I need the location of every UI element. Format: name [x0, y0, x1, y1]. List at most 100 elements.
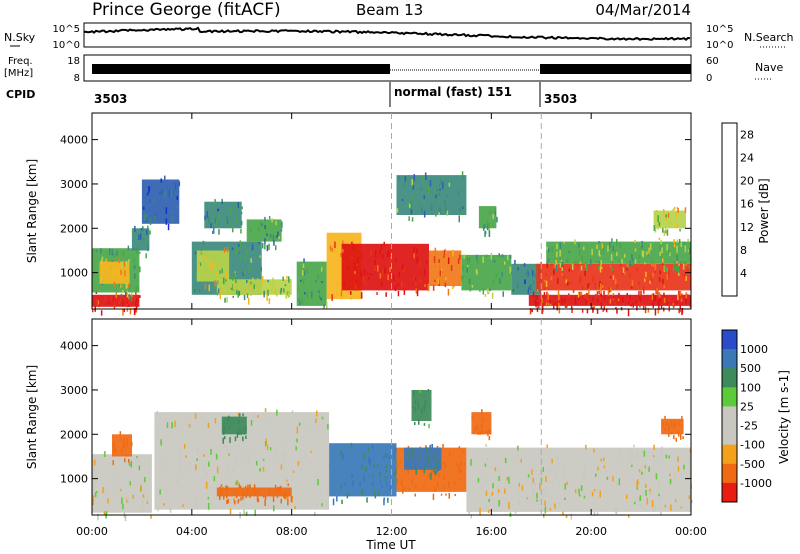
heatmap-cell [311, 428, 313, 434]
heatmap-cell [652, 263, 655, 268]
heatmap-cell [194, 413, 197, 419]
heatmap-cell [435, 194, 437, 199]
heatmap-cell [127, 497, 130, 503]
heatmap-cell [470, 459, 472, 466]
heatmap-cell [232, 226, 234, 233]
freq-left-tick-bottom: 8 [74, 73, 80, 84]
heatmap-cell [250, 292, 252, 297]
heatmap-cell [527, 474, 530, 478]
heatmap-cell [334, 241, 336, 248]
y-tick-label: 1000 [60, 267, 88, 280]
heatmap-cell [468, 278, 471, 285]
heatmap-cell [484, 230, 486, 237]
heatmap-cell [588, 282, 591, 287]
heatmap-cell [146, 501, 149, 504]
heatmap-cell [601, 243, 604, 249]
heatmap-cell [275, 220, 277, 226]
beam-title: Beam 13 [356, 1, 423, 19]
heatmap-cell [232, 467, 235, 474]
heatmap-cell [113, 252, 115, 258]
heatmap-cell [254, 486, 256, 491]
heatmap-cell [471, 416, 473, 419]
heatmap-cell [504, 488, 506, 494]
heatmap-cell [433, 471, 436, 474]
heatmap-cell [631, 280, 634, 287]
heatmap-cell [210, 448, 212, 455]
heatmap-cell [300, 467, 302, 472]
heatmap-cell [135, 304, 138, 310]
heatmap-cell [650, 278, 653, 282]
heatmap-cell [525, 272, 528, 275]
heatmap-cell [636, 486, 639, 490]
heatmap-cell [678, 294, 680, 300]
heatmap-cell [689, 305, 692, 308]
heatmap-cell [565, 279, 568, 284]
colorbar-frame [721, 122, 738, 297]
heatmap-cell [226, 486, 229, 492]
heatmap-cell [271, 287, 273, 293]
heatmap-cell [682, 264, 685, 270]
heatmap-cell [115, 291, 118, 299]
heatmap-cell [123, 444, 126, 449]
heatmap-cell [664, 264, 666, 272]
colorbar-tick-label: -1000 [740, 477, 772, 490]
noise-right-tick-top: 10^5 [706, 24, 733, 35]
heatmap-cell [518, 482, 520, 487]
heatmap-cell [122, 301, 124, 307]
heatmap-cell [485, 430, 488, 435]
heatmap-cell [280, 498, 282, 504]
heatmap-cell [97, 300, 100, 308]
heatmap-cell [612, 295, 615, 299]
heatmap-cell [234, 273, 236, 279]
heatmap-cell [536, 499, 538, 502]
heatmap-cell [129, 481, 131, 486]
heatmap-cell [205, 481, 208, 489]
colorbar-tick-label: 12 [740, 221, 754, 234]
heatmap-cell [481, 489, 483, 492]
heatmap-cell [556, 243, 558, 250]
heatmap-cell [491, 292, 494, 299]
heatmap-cell [228, 468, 230, 475]
heatmap-cell [278, 486, 280, 493]
heatmap-cell [420, 408, 423, 415]
heatmap-cell [454, 481, 456, 485]
heatmap-cell [667, 222, 670, 227]
heatmap-cell [581, 255, 583, 261]
heatmap-cell [681, 293, 683, 299]
heatmap-cell [115, 477, 118, 483]
heatmap-cell [214, 262, 217, 267]
heatmap-cell [494, 208, 497, 211]
heatmap-cell [228, 452, 230, 457]
heatmap-cell [541, 298, 543, 303]
heatmap-cell [242, 280, 244, 283]
heatmap-cell [535, 301, 537, 308]
heatmap-cell [551, 250, 553, 253]
heatmap-cell [395, 448, 397, 453]
heatmap-cell [658, 237, 661, 240]
heatmap-cell [128, 284, 131, 291]
heatmap-cell [229, 437, 231, 443]
heatmap-cell [287, 493, 289, 498]
heatmap-cell [634, 501, 636, 505]
heatmap-region [511, 263, 542, 295]
heatmap-cell [561, 298, 563, 305]
heatmap-cell [687, 294, 689, 298]
heatmap-cell [462, 449, 464, 454]
heatmap-region [428, 250, 462, 286]
heatmap-cell [363, 276, 365, 283]
heatmap-cell [571, 263, 574, 271]
heatmap-cell [412, 252, 414, 259]
heatmap-cell [477, 478, 480, 483]
heatmap-cell [675, 223, 678, 229]
heatmap-cell [430, 204, 433, 211]
heatmap-cell [551, 246, 554, 250]
heatmap-cell [383, 241, 385, 246]
heatmap-cell [317, 478, 319, 486]
heatmap-cell [688, 265, 690, 269]
heatmap-cell [551, 263, 553, 267]
heatmap-cell [587, 299, 590, 306]
heatmap-cell [98, 304, 100, 307]
heatmap-cell [421, 207, 423, 214]
heatmap-cell [638, 469, 641, 473]
heatmap-cell [388, 455, 390, 460]
